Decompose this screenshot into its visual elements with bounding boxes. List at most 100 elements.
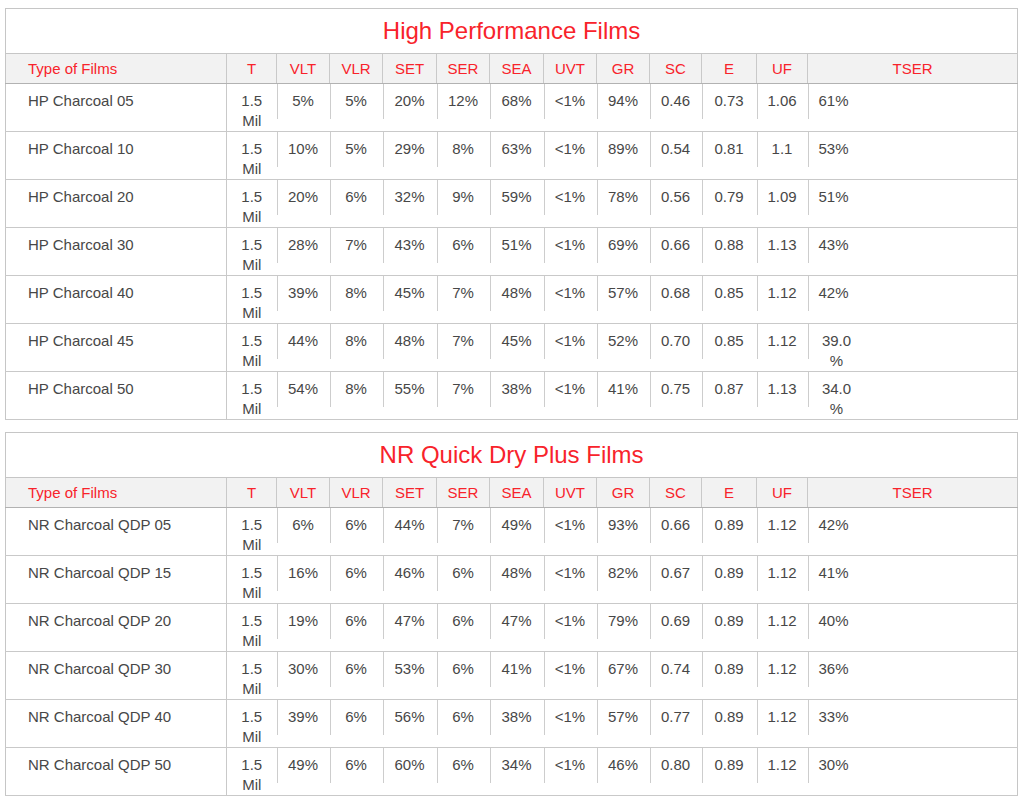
cell-text: 61%	[819, 92, 849, 109]
cell-value: 0.80	[650, 748, 702, 796]
cell-text: 36%	[819, 660, 849, 677]
table-row: NR Charcoal QDP 051.5 Mil6%6%44%7%49%<1%…	[6, 508, 1018, 556]
cell-text: 1.12	[767, 284, 796, 301]
cell-text: 67%	[608, 660, 638, 677]
table-title: High Performance Films	[6, 9, 1018, 54]
cell-value: 1.5 Mil	[227, 276, 277, 324]
cell-value: 41%	[808, 556, 1018, 604]
cell-text: 55%	[394, 380, 424, 397]
cell-text: 1.06	[767, 92, 796, 109]
cell-text: NR Charcoal QDP 20	[28, 612, 171, 629]
cell-value: 6%	[437, 556, 490, 604]
cell-text: 0.85	[714, 284, 743, 301]
cell-text: 30%	[819, 756, 849, 773]
cell-text: <1%	[555, 140, 585, 157]
cell-value: 1.5 Mil	[227, 84, 277, 132]
cell-film-name: HP Charcoal 50	[6, 372, 227, 420]
cell-value: 53%	[383, 652, 437, 700]
cell-film-name: NR Charcoal QDP 30	[6, 652, 227, 700]
cell-value: 42%	[808, 276, 1018, 324]
cell-text: 43%	[819, 236, 849, 253]
cell-value: 44%	[383, 508, 437, 556]
cell-text: 1.5 Mil	[241, 708, 262, 745]
cell-value: 69%	[597, 228, 650, 276]
cell-text: 12%	[448, 92, 478, 109]
cell-value: 1.5 Mil	[227, 372, 277, 420]
cell-text: 89%	[608, 140, 638, 157]
cell-text: 6%	[345, 564, 367, 581]
cell-text: 6%	[452, 708, 474, 725]
cell-value: 12%	[437, 84, 490, 132]
cell-text: 42%	[819, 284, 849, 301]
cell-value: 0.85	[702, 276, 757, 324]
cell-text: 32%	[394, 188, 424, 205]
column-header: GR	[597, 478, 650, 508]
cell-text: <1%	[555, 188, 585, 205]
cell-value: 38%	[490, 700, 544, 748]
cell-value: 48%	[383, 324, 437, 372]
cell-value: 5%	[330, 132, 383, 180]
column-header: VLR	[330, 478, 383, 508]
cell-value: 6%	[330, 748, 383, 796]
cell-value: 0.85	[702, 324, 757, 372]
cell-text: 63%	[501, 140, 531, 157]
cell-text: 51%	[819, 188, 849, 205]
table-row: NR Charcoal QDP 301.5 Mil30%6%53%6%41%<1…	[6, 652, 1018, 700]
cell-text: 57%	[608, 708, 638, 725]
column-header: SET	[383, 54, 437, 84]
cell-text: 45%	[394, 284, 424, 301]
cell-value: 0.79	[702, 180, 757, 228]
cell-text: 1.5 Mil	[241, 612, 262, 649]
cell-value: 1.5 Mil	[227, 556, 277, 604]
cell-text: 41%	[819, 564, 849, 581]
cell-text: 0.89	[714, 564, 743, 581]
cell-text: 30%	[288, 660, 318, 677]
cell-value: 1.5 Mil	[227, 652, 277, 700]
cell-value: 39%	[277, 276, 330, 324]
cell-text: 7%	[452, 284, 474, 301]
cell-text: HP Charcoal 30	[28, 236, 134, 253]
cell-text: NR Charcoal QDP 05	[28, 516, 171, 533]
cell-value: 6%	[330, 700, 383, 748]
cell-text: <1%	[555, 380, 585, 397]
cell-text: 0.89	[714, 708, 743, 725]
cell-text: 44%	[288, 332, 318, 349]
cell-text: 47%	[394, 612, 424, 629]
cell-text: <1%	[555, 708, 585, 725]
cell-value: 1.5 Mil	[227, 228, 277, 276]
cell-text: 52%	[608, 332, 638, 349]
cell-text: 40%	[819, 612, 849, 629]
cell-value: 6%	[437, 604, 490, 652]
cell-value: 20%	[277, 180, 330, 228]
cell-text: 54%	[288, 380, 318, 397]
cell-value: 1.09	[757, 180, 808, 228]
cell-value: 41%	[597, 372, 650, 420]
cell-value: 79%	[597, 604, 650, 652]
cell-value: 28%	[277, 228, 330, 276]
cell-film-name: HP Charcoal 20	[6, 180, 227, 228]
cell-value: 6%	[437, 652, 490, 700]
cell-text: 6%	[292, 516, 314, 533]
column-header: SC	[650, 478, 702, 508]
table-body: NR Charcoal QDP 051.5 Mil6%6%44%7%49%<1%…	[6, 508, 1018, 796]
cell-value: 0.89	[702, 748, 757, 796]
cell-value: 7%	[437, 508, 490, 556]
cell-text: 16%	[288, 564, 318, 581]
cell-text: 0.69	[661, 612, 690, 629]
table-row: HP Charcoal 051.5 Mil5%5%20%12%68%<1%94%…	[6, 84, 1018, 132]
cell-value: 0.88	[702, 228, 757, 276]
cell-value: 34.0 %	[808, 372, 1018, 420]
cell-text: 20%	[394, 92, 424, 109]
cell-value: 1.12	[757, 700, 808, 748]
cell-value: 57%	[597, 700, 650, 748]
cell-value: 63%	[490, 132, 544, 180]
cell-film-name: HP Charcoal 40	[6, 276, 227, 324]
cell-value: 1.06	[757, 84, 808, 132]
cell-text: 59%	[501, 188, 531, 205]
cell-value: 40%	[808, 604, 1018, 652]
cell-value: 1.5 Mil	[227, 748, 277, 796]
cell-value: 1.5 Mil	[227, 180, 277, 228]
table-row: HP Charcoal 101.5 Mil10%5%29%8%63%<1%89%…	[6, 132, 1018, 180]
cell-text: 0.73	[714, 92, 743, 109]
cell-value: 7%	[330, 228, 383, 276]
